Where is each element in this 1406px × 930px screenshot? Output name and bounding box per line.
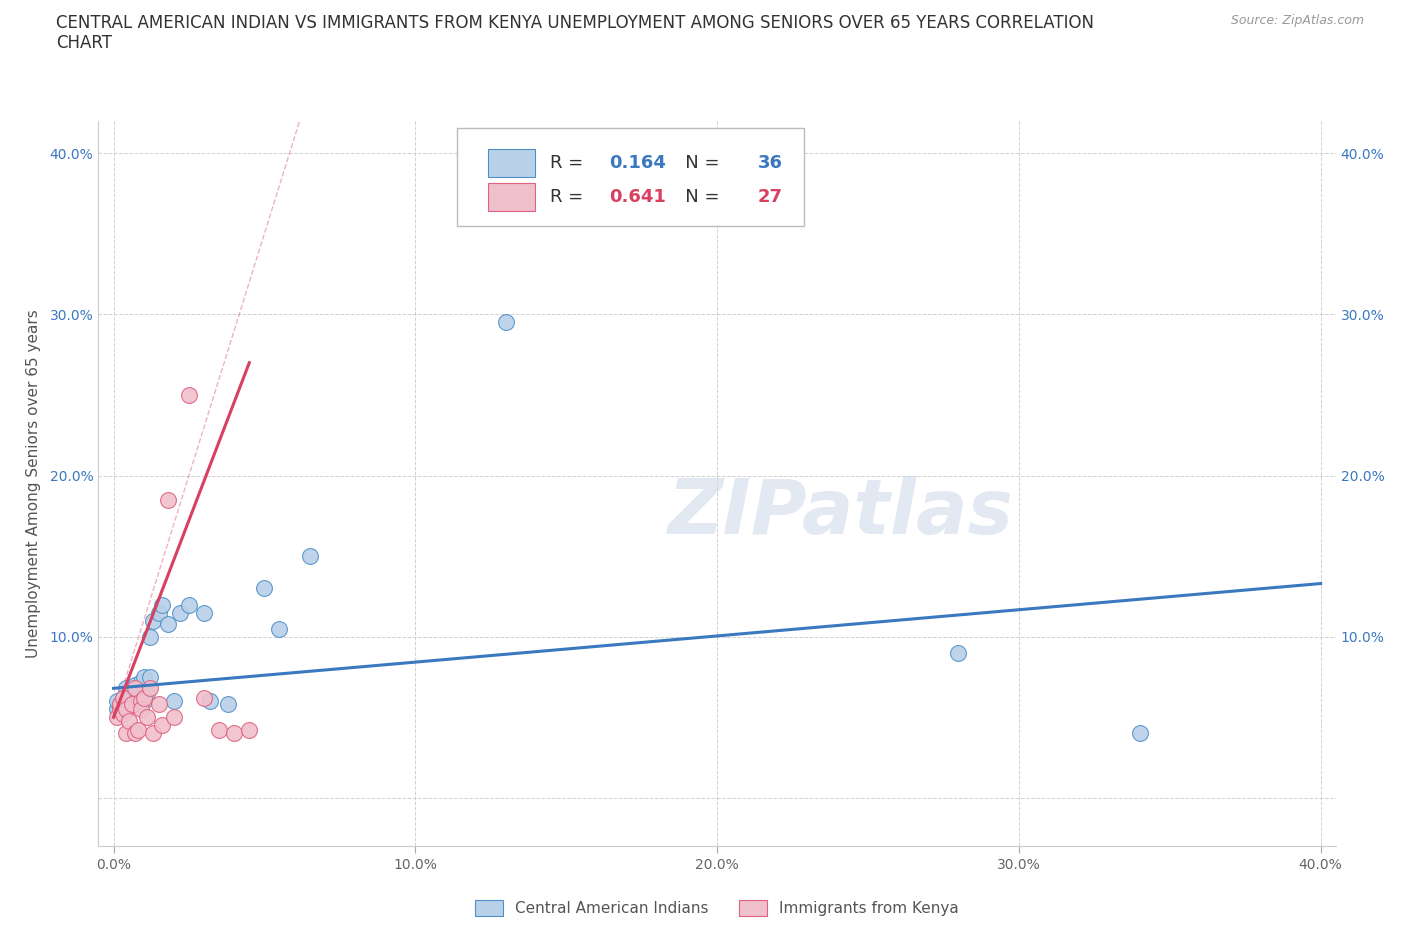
Point [127,723,149,737]
Point [105,710,128,724]
Point [269,621,291,636]
Point [198,694,221,709]
Point [193,605,215,620]
Point [177,597,200,612]
Y-axis label: Unemployment Among Seniors over 65 years: Unemployment Among Seniors over 65 years [27,309,41,658]
Point [135,710,157,724]
Point [142,613,165,628]
Point [105,702,128,717]
FancyBboxPatch shape [488,183,536,211]
Point [948,645,970,660]
Point [150,718,173,733]
Point [129,694,152,709]
Point [129,674,152,689]
Text: N =: N = [668,154,725,172]
Point [298,549,321,564]
Point [138,630,160,644]
Point [208,723,231,737]
Point [156,492,179,507]
Text: ZIPatlas: ZIPatlas [668,475,1014,550]
Point [124,681,146,696]
Point [111,691,134,706]
Point [111,691,134,706]
Point [108,697,131,711]
Point [121,697,143,711]
Point [156,617,179,631]
Point [169,605,191,620]
Text: 0.164: 0.164 [609,154,666,172]
Point [114,681,136,696]
Point [495,315,517,330]
Point [138,670,160,684]
Point [132,691,155,706]
Point [135,685,157,700]
Legend: Central American Indians, Immigrants from Kenya: Central American Indians, Immigrants fro… [470,894,965,922]
Point [1128,726,1150,741]
Point [253,581,276,596]
Text: CHART: CHART [56,34,112,52]
Point [111,702,134,717]
Point [124,726,146,741]
Text: R =: R = [550,154,589,172]
Point [148,605,170,620]
Point [111,707,134,722]
Point [238,723,260,737]
Text: CENTRAL AMERICAN INDIAN VS IMMIGRANTS FROM KENYA UNEMPLOYMENT AMONG SENIORS OVER: CENTRAL AMERICAN INDIAN VS IMMIGRANTS FR… [56,14,1094,32]
Point [129,697,152,711]
Point [129,702,152,717]
Point [127,691,149,706]
Text: 27: 27 [758,188,783,206]
Point [148,697,170,711]
Point [105,694,128,709]
Point [108,702,131,717]
Point [114,702,136,717]
Point [121,681,143,696]
Text: N =: N = [668,188,725,206]
Point [108,697,131,711]
Point [117,713,139,728]
Point [138,681,160,696]
Text: Source: ZipAtlas.com: Source: ZipAtlas.com [1230,14,1364,27]
Point [114,726,136,741]
Point [177,388,200,403]
Text: R =: R = [550,188,589,206]
Point [150,597,173,612]
Point [124,697,146,711]
Point [224,726,246,741]
Point [121,697,143,711]
Point [163,710,186,724]
Point [193,691,215,706]
Point [114,702,136,717]
Text: 36: 36 [758,154,783,172]
Point [142,726,165,741]
Text: 0.641: 0.641 [609,188,666,206]
Point [217,697,239,711]
FancyBboxPatch shape [457,128,804,226]
Point [163,694,186,709]
Point [132,694,155,709]
Point [132,670,155,684]
Point [124,678,146,693]
Point [117,694,139,709]
FancyBboxPatch shape [488,149,536,177]
